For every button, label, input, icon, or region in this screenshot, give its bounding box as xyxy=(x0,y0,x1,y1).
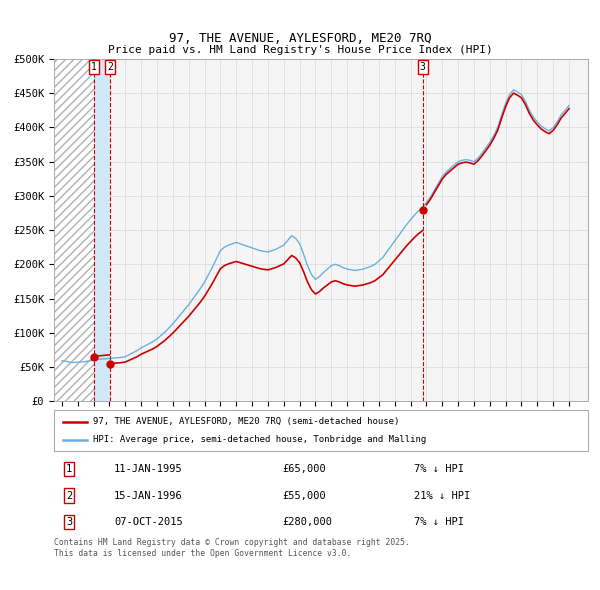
Text: 3: 3 xyxy=(420,62,425,72)
Text: Price paid vs. HM Land Registry's House Price Index (HPI): Price paid vs. HM Land Registry's House … xyxy=(107,45,493,55)
Text: 21% ↓ HPI: 21% ↓ HPI xyxy=(414,491,470,500)
Text: £65,000: £65,000 xyxy=(282,464,326,474)
Text: 7% ↓ HPI: 7% ↓ HPI xyxy=(414,517,464,527)
Text: 97, THE AVENUE, AYLESFORD, ME20 7RQ: 97, THE AVENUE, AYLESFORD, ME20 7RQ xyxy=(169,32,431,45)
Text: 1: 1 xyxy=(66,464,72,474)
Text: 07-OCT-2015: 07-OCT-2015 xyxy=(114,517,183,527)
Text: 97, THE AVENUE, AYLESFORD, ME20 7RQ (semi-detached house): 97, THE AVENUE, AYLESFORD, ME20 7RQ (sem… xyxy=(93,417,400,426)
Text: Contains HM Land Registry data © Crown copyright and database right 2025.
This d: Contains HM Land Registry data © Crown c… xyxy=(54,538,410,558)
Text: 2: 2 xyxy=(107,62,113,72)
Text: £280,000: £280,000 xyxy=(282,517,332,527)
Text: 11-JAN-1995: 11-JAN-1995 xyxy=(114,464,183,474)
Bar xyxy=(94,59,110,401)
Bar xyxy=(54,59,94,401)
Text: 7% ↓ HPI: 7% ↓ HPI xyxy=(414,464,464,474)
Text: 1: 1 xyxy=(91,62,97,72)
Text: HPI: Average price, semi-detached house, Tonbridge and Malling: HPI: Average price, semi-detached house,… xyxy=(93,435,426,444)
Text: 2: 2 xyxy=(66,491,72,500)
Text: 3: 3 xyxy=(66,517,72,527)
Text: £55,000: £55,000 xyxy=(282,491,326,500)
Text: 15-JAN-1996: 15-JAN-1996 xyxy=(114,491,183,500)
